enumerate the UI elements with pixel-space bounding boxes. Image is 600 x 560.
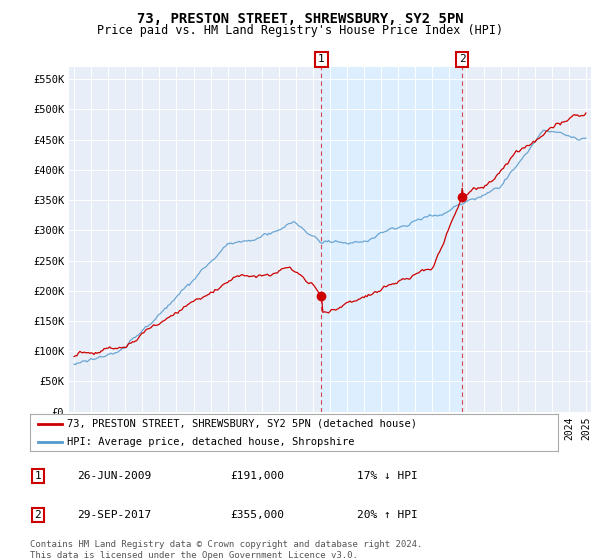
Bar	[322, 67, 462, 412]
Text: Contains HM Land Registry data © Crown copyright and database right 2024.
This d: Contains HM Land Registry data © Crown c…	[30, 540, 422, 560]
Text: £355,000: £355,000	[230, 510, 284, 520]
Text: £191,000: £191,000	[230, 471, 284, 481]
Text: 26-JUN-2009: 26-JUN-2009	[77, 471, 152, 481]
Text: 1: 1	[318, 54, 325, 64]
Text: 2: 2	[459, 54, 466, 64]
Text: 2: 2	[35, 510, 41, 520]
Text: 17% ↓ HPI: 17% ↓ HPI	[358, 471, 418, 481]
Text: 29-SEP-2017: 29-SEP-2017	[77, 510, 152, 520]
Text: 73, PRESTON STREET, SHREWSBURY, SY2 5PN (detached house): 73, PRESTON STREET, SHREWSBURY, SY2 5PN …	[67, 418, 417, 428]
Text: Price paid vs. HM Land Registry's House Price Index (HPI): Price paid vs. HM Land Registry's House …	[97, 24, 503, 36]
Text: HPI: Average price, detached house, Shropshire: HPI: Average price, detached house, Shro…	[67, 437, 355, 447]
Text: 20% ↑ HPI: 20% ↑ HPI	[358, 510, 418, 520]
Text: 73, PRESTON STREET, SHREWSBURY, SY2 5PN: 73, PRESTON STREET, SHREWSBURY, SY2 5PN	[137, 12, 463, 26]
Text: 1: 1	[35, 471, 41, 481]
